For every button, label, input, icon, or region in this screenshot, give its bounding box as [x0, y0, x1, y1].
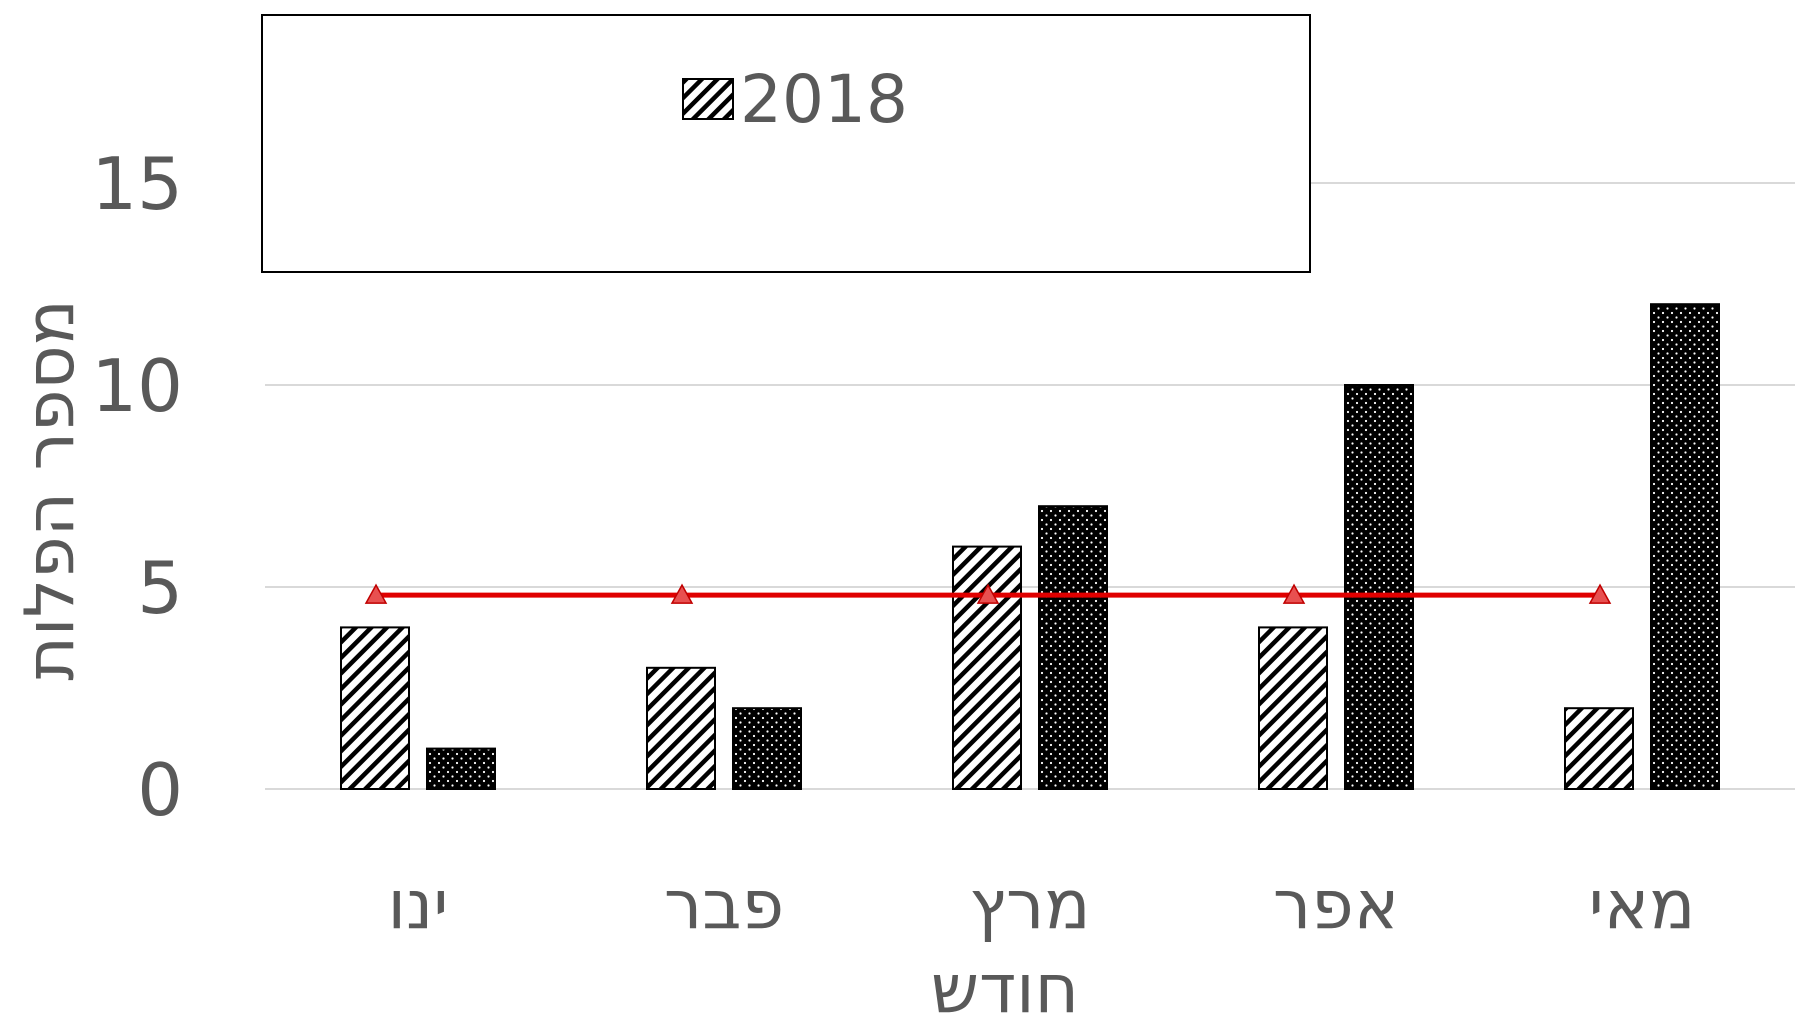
x-tick-label: אפר: [1273, 866, 1399, 945]
gridlines: [265, 182, 1795, 790]
bar-dotted: [1344, 384, 1414, 790]
legend-box: [261, 14, 1311, 273]
line-marker: [670, 583, 694, 604]
y-tick-label: 0: [137, 748, 183, 832]
line-marker: [364, 583, 388, 604]
bar-hatched: [1564, 707, 1634, 791]
y-tick-label: 10: [91, 344, 183, 428]
bar-hatched: [646, 666, 716, 790]
line-marker: [976, 583, 1000, 604]
line-marker: [1588, 583, 1612, 604]
x-tick-label: ינו: [388, 866, 449, 945]
bar-dotted: [732, 707, 802, 791]
y-tick-label: 5: [137, 546, 183, 630]
x-tick-label: פבר: [664, 866, 784, 945]
bar-hatched: [1258, 626, 1328, 791]
x-tick-label: מאי: [1589, 866, 1696, 945]
average-line: [364, 583, 1612, 604]
y-axis-title: מספר הפלות: [11, 299, 90, 681]
bar-dotted: [426, 747, 496, 790]
bar-hatched: [952, 545, 1022, 790]
x-tick-labels: ינו פבר מרץ אפר מאי: [388, 866, 1696, 945]
line-marker: [1282, 583, 1306, 604]
legend-swatch: [682, 78, 734, 120]
legend-label: 2018: [740, 61, 908, 138]
bar-hatched: [340, 626, 410, 791]
bar-dotted: [1650, 303, 1720, 790]
legend: 2018: [261, 14, 1311, 273]
x-tick-label: מרץ: [969, 866, 1090, 945]
x-axis-title: חודש: [931, 950, 1079, 1029]
bar-dotted: [1038, 505, 1108, 790]
bars: [340, 303, 1720, 791]
y-tick-label: 15: [91, 142, 183, 226]
y-tick-labels: 0 5 10 15: [91, 142, 183, 832]
